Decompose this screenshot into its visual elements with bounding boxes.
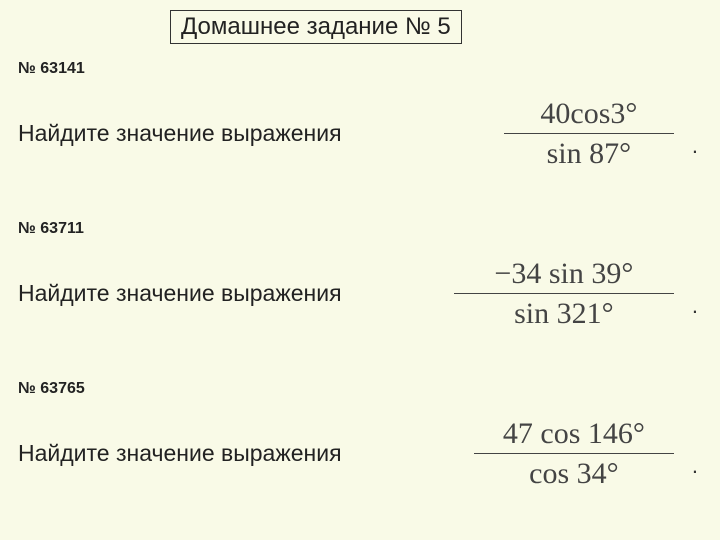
problem-1-fraction: 40cos3° sin 87° [504, 96, 674, 171]
fraction-line [504, 133, 674, 134]
problem-2-period: . [692, 293, 698, 319]
problem-2-numerator: −34 sin 39° [482, 256, 645, 291]
problem-1-numerator: 40cos3° [528, 96, 649, 131]
problem-1-row: Найдите значение выражения 40cos3° sin 8… [18, 96, 708, 171]
problem-1-period: . [692, 133, 698, 159]
fraction-line [474, 453, 674, 454]
homework-title: Домашнее задание № 5 [170, 10, 462, 44]
problem-2-fraction: −34 sin 39° sin 321° [454, 256, 674, 331]
problem-1-denominator: sin 87° [535, 136, 644, 171]
problem-2-row: Найдите значение выражения −34 sin 39° s… [18, 256, 708, 331]
problem-1-prompt: Найдите значение выражения [18, 120, 342, 147]
problem-2-id: № 63711 [18, 220, 708, 238]
problem-1-id: № 63141 [18, 60, 708, 78]
problem-1-expression: 40cos3° sin 87° . [504, 96, 698, 171]
problem-3-expression: 47 cos 146° cos 34° . [474, 416, 698, 491]
problem-3-row: Найдите значение выражения 47 cos 146° c… [18, 416, 708, 491]
problem-3-id: № 63765 [18, 380, 708, 398]
problem-3-period: . [692, 453, 698, 479]
problem-2-expression: −34 sin 39° sin 321° . [454, 256, 698, 331]
problem-3-denominator: cos 34° [517, 456, 631, 491]
problem-2-denominator: sin 321° [502, 296, 626, 331]
problem-3-numerator: 47 cos 146° [491, 416, 657, 451]
problem-3-prompt: Найдите значение выражения [18, 440, 342, 467]
problem-3: № 63765 Найдите значение выражения 47 co… [18, 380, 708, 491]
problem-1: № 63141 Найдите значение выражения 40cos… [18, 60, 708, 171]
problem-2: № 63711 Найдите значение выражения −34 s… [18, 220, 708, 331]
fraction-line [454, 293, 674, 294]
problem-2-prompt: Найдите значение выражения [18, 280, 342, 307]
problem-3-fraction: 47 cos 146° cos 34° [474, 416, 674, 491]
